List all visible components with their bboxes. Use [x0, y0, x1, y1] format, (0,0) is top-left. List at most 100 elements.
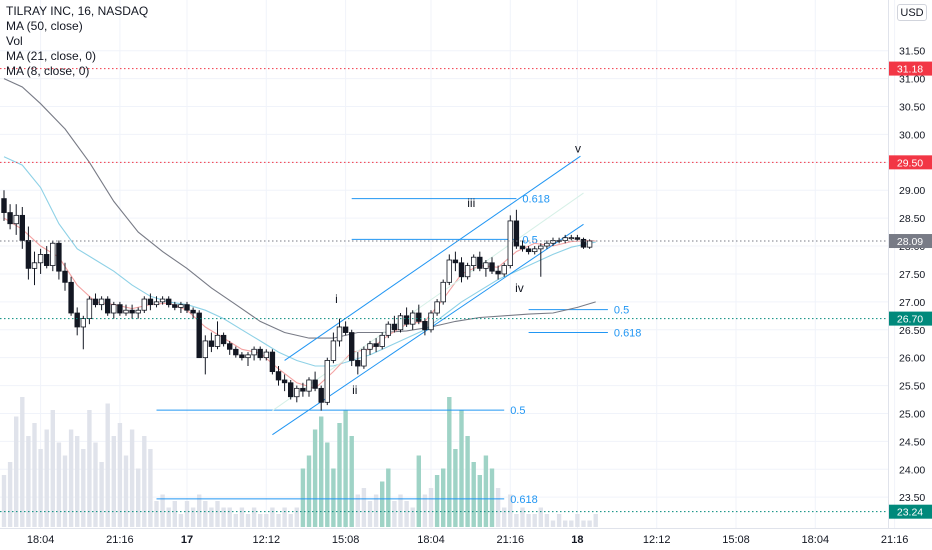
candle-body	[239, 354, 245, 359]
candle	[50, 240, 56, 272]
time-tick-label: 17	[181, 534, 193, 546]
volume-bar	[81, 449, 86, 527]
candle	[208, 332, 215, 353]
volume-bar	[87, 410, 92, 527]
candle	[7, 204, 13, 230]
price-marker-label: 29.50	[897, 157, 923, 169]
candle-body	[294, 387, 300, 398]
volume-bar	[495, 488, 501, 527]
volume-bar	[166, 507, 171, 527]
candle-body	[281, 379, 288, 384]
candle-body	[56, 242, 62, 272]
volume-bar	[343, 410, 348, 527]
volume-bar	[398, 494, 403, 527]
legend-ma8[interactable]: MA (8, close, 0)	[6, 64, 90, 78]
candle-body	[538, 245, 544, 250]
volume-bar	[556, 514, 562, 527]
volume-bar	[190, 507, 196, 527]
volume-bar	[373, 494, 379, 527]
currency-button[interactable]: USD	[897, 4, 927, 21]
volume-bar	[136, 468, 141, 527]
volume-bar	[361, 488, 367, 527]
candle-body	[495, 270, 501, 275]
candle-body	[86, 298, 93, 319]
candle-body	[458, 262, 465, 278]
candle-body	[269, 351, 276, 373]
volume-bar	[386, 468, 391, 527]
legend-ma21[interactable]: MA (21, close, 0)	[6, 49, 97, 63]
price-tick-label: 25.00	[899, 408, 925, 420]
volume-bar	[172, 501, 177, 527]
candle-body	[68, 281, 74, 314]
volume-bar	[221, 507, 226, 527]
volume-bar	[581, 520, 586, 527]
candle	[13, 204, 19, 235]
candle-body	[220, 334, 227, 345]
candle	[538, 243, 544, 277]
volume-bar	[245, 514, 251, 527]
volume-bar	[148, 449, 153, 527]
wave-label: iii	[467, 196, 475, 210]
legend-ma50[interactable]: MA (50, close)	[6, 19, 83, 33]
legend-volume[interactable]: Vol	[6, 34, 23, 48]
volume-bar	[75, 436, 80, 527]
volume-bar	[410, 507, 415, 527]
volume-bar	[428, 488, 434, 527]
price-axis: 23.50 24.00 24.50 25.00 25.50 26.00 26.50 27.00…	[888, 0, 932, 528]
volume-bar	[319, 416, 324, 527]
candle-body	[50, 242, 56, 266]
volume-bar	[184, 501, 190, 527]
trend-channel	[272, 155, 584, 436]
price-tick-label: 27.00	[899, 297, 925, 309]
volume-bar	[160, 494, 165, 527]
candle-body	[202, 340, 208, 359]
candle	[111, 301, 117, 319]
price-marker-label: 26.70	[897, 314, 923, 326]
candle	[165, 296, 172, 308]
candle-body	[98, 298, 105, 306]
price-tick-label: 25.50	[899, 381, 925, 393]
candle	[379, 332, 385, 350]
fib-levels: 0.618 0.5 0.5 0.618 0.5 0.618	[156, 194, 641, 506]
volume-bar	[587, 520, 592, 527]
volume-bar	[93, 442, 98, 527]
candle	[220, 332, 227, 347]
candle	[123, 304, 129, 316]
volume-bar	[526, 514, 531, 527]
candle	[525, 246, 532, 255]
candle	[501, 262, 507, 277]
candle	[105, 296, 111, 316]
volume-bar	[380, 481, 385, 527]
volume-bar	[367, 501, 373, 527]
volume-bar	[294, 507, 299, 527]
price-tick-label: 26.50	[899, 325, 925, 337]
price-marker-label: 23.24	[897, 507, 923, 519]
price-marker	[889, 155, 932, 170]
candle-body	[129, 309, 135, 314]
candle	[129, 304, 135, 319]
volume-bar	[26, 436, 31, 527]
candle	[44, 246, 50, 269]
fib-label: 0.618	[522, 194, 550, 206]
candle	[25, 226, 32, 280]
candle	[135, 307, 141, 319]
candle-body	[275, 371, 282, 381]
volume-bar	[544, 514, 550, 527]
candle	[416, 304, 422, 325]
volume-bar	[483, 455, 489, 527]
candle-body	[44, 254, 50, 266]
volume-bar	[489, 468, 495, 527]
candle	[440, 279, 446, 305]
candle	[361, 346, 367, 369]
candle	[580, 237, 587, 249]
time-tick-label: 15:08	[722, 534, 750, 546]
candle-body	[489, 262, 495, 272]
candle-body	[7, 212, 13, 225]
candle	[544, 240, 550, 249]
candle	[385, 321, 391, 339]
candle-body	[135, 309, 141, 314]
volume-bar	[227, 507, 232, 527]
candle-body	[379, 334, 385, 347]
volume-bar	[56, 442, 62, 527]
